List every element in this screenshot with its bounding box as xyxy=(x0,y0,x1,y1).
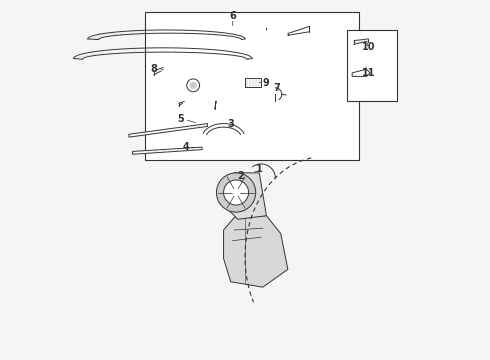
Polygon shape xyxy=(227,173,267,219)
Bar xyxy=(245,78,261,87)
Circle shape xyxy=(217,173,256,212)
Bar xyxy=(347,30,397,102)
Text: 9: 9 xyxy=(262,78,269,88)
Text: 7: 7 xyxy=(274,83,280,93)
Text: 10: 10 xyxy=(362,42,375,52)
Polygon shape xyxy=(129,123,207,137)
Polygon shape xyxy=(352,69,370,76)
Circle shape xyxy=(190,82,197,89)
Circle shape xyxy=(223,180,248,205)
Text: 1: 1 xyxy=(256,164,263,174)
Text: 11: 11 xyxy=(362,68,375,78)
Text: 3: 3 xyxy=(227,118,234,129)
Text: 4: 4 xyxy=(183,142,190,152)
Text: 6: 6 xyxy=(229,12,236,21)
Bar xyxy=(145,12,359,160)
Text: 8: 8 xyxy=(150,64,157,73)
Text: 5: 5 xyxy=(177,113,184,123)
Polygon shape xyxy=(132,147,202,154)
Text: 2: 2 xyxy=(237,171,244,181)
Polygon shape xyxy=(223,216,288,287)
